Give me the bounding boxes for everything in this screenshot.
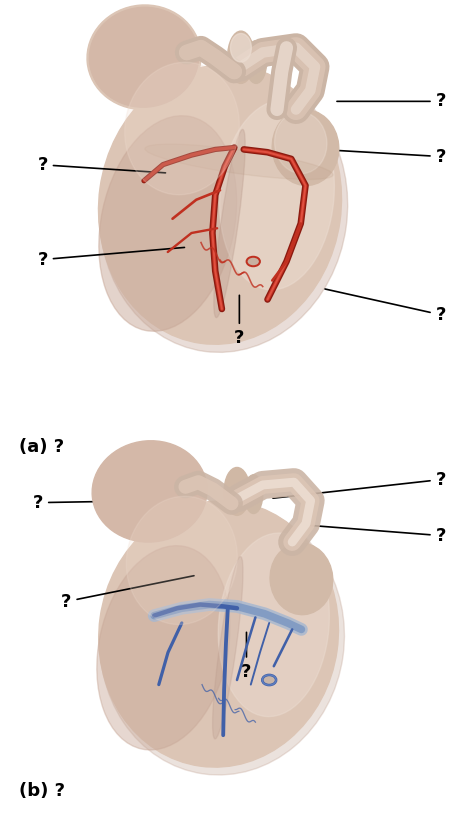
Ellipse shape: [145, 144, 333, 180]
Ellipse shape: [99, 65, 342, 344]
Ellipse shape: [214, 129, 245, 317]
Ellipse shape: [125, 63, 239, 194]
Ellipse shape: [262, 675, 276, 685]
Ellipse shape: [213, 557, 243, 739]
Ellipse shape: [90, 7, 199, 107]
Ellipse shape: [219, 101, 334, 290]
Ellipse shape: [270, 543, 333, 615]
Ellipse shape: [224, 467, 250, 515]
Ellipse shape: [228, 31, 254, 83]
Ellipse shape: [246, 257, 260, 266]
Text: ?: ?: [304, 147, 446, 166]
Ellipse shape: [218, 533, 329, 717]
Text: ?: ?: [241, 632, 252, 681]
Ellipse shape: [246, 40, 266, 83]
Text: (a) ?: (a) ?: [19, 438, 64, 456]
Text: ?: ?: [337, 92, 446, 110]
Ellipse shape: [99, 501, 338, 767]
Text: ?: ?: [325, 289, 446, 324]
Text: ?: ?: [306, 525, 446, 545]
Text: ?: ?: [33, 494, 177, 512]
Ellipse shape: [272, 110, 339, 185]
Ellipse shape: [126, 496, 237, 625]
Ellipse shape: [99, 115, 237, 331]
Text: ?: ?: [37, 247, 184, 269]
Text: (b) ?: (b) ?: [19, 782, 65, 800]
Ellipse shape: [97, 545, 230, 750]
Ellipse shape: [100, 504, 345, 775]
Ellipse shape: [92, 441, 207, 542]
Text: ?: ?: [234, 295, 245, 347]
Ellipse shape: [87, 5, 201, 110]
Text: ?: ?: [37, 156, 165, 174]
Ellipse shape: [230, 34, 251, 62]
Text: ?: ?: [61, 576, 194, 611]
Ellipse shape: [245, 475, 263, 513]
Text: ?: ?: [273, 471, 446, 499]
Ellipse shape: [274, 112, 327, 174]
Ellipse shape: [100, 68, 348, 353]
